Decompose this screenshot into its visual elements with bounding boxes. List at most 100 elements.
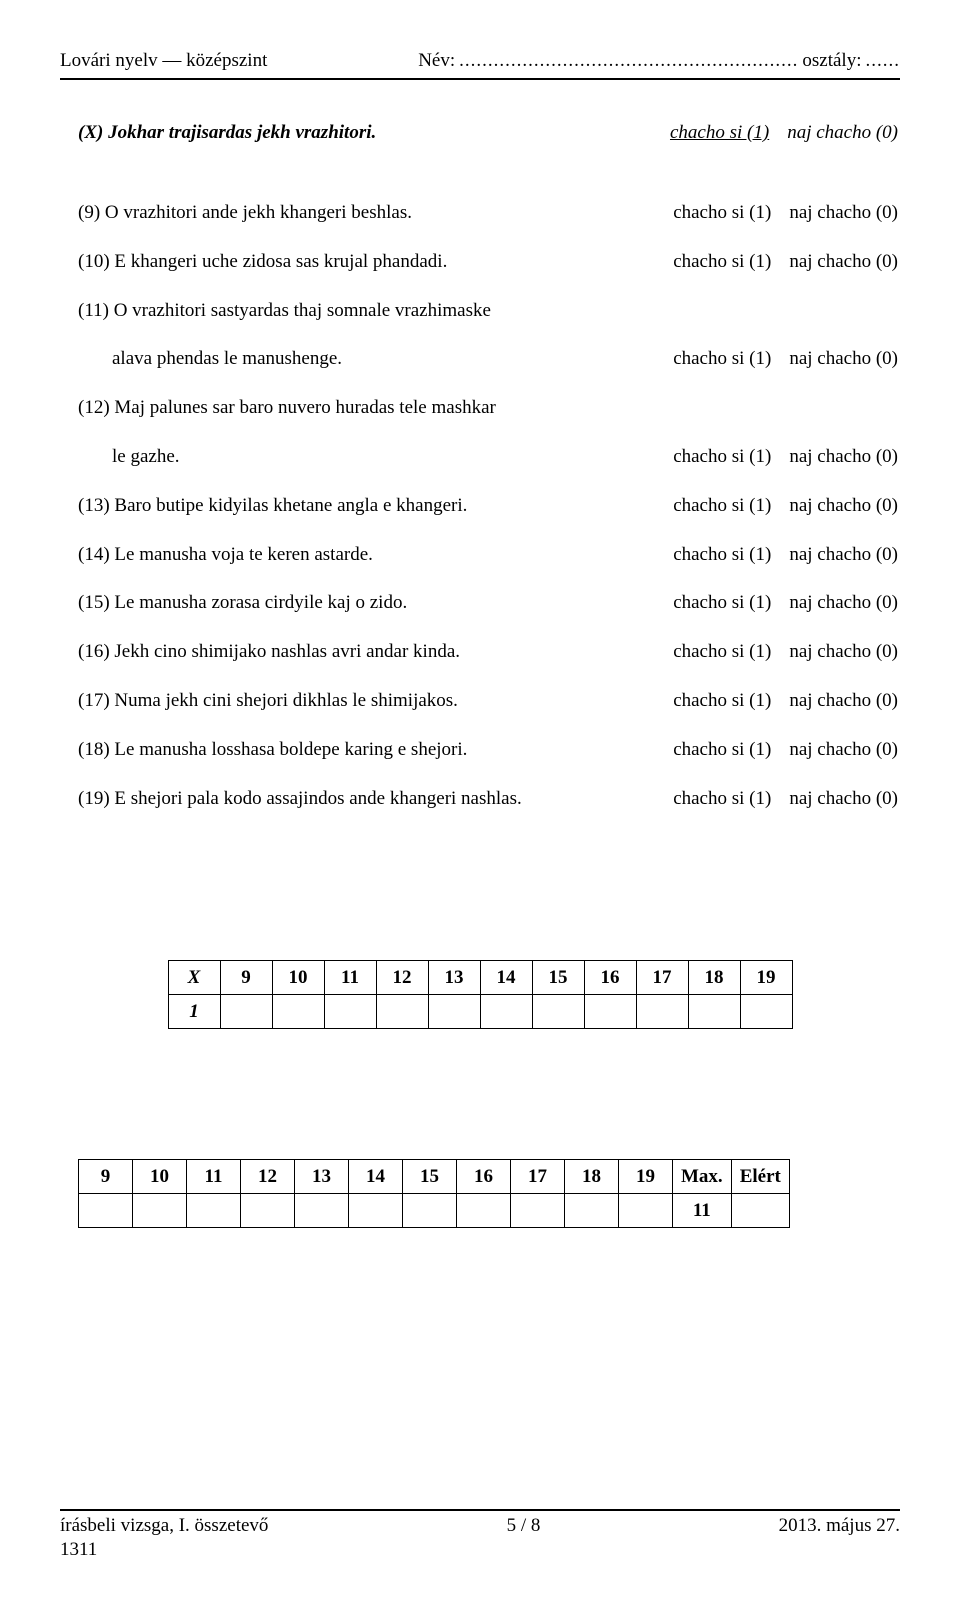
class-label: osztály: [802, 50, 861, 72]
answer-true: chacho si (1) [673, 544, 771, 567]
score-grid-header-cell: 13 [428, 961, 480, 995]
result-grid-value-cell [457, 1194, 511, 1228]
result-grid-value-cell [565, 1194, 619, 1228]
question-statement-cont: alava phendas le manushenge. [78, 348, 342, 371]
answer-true: chacho si (1) [673, 739, 771, 762]
question-row: (18) Le manusha losshasa boldepe karing … [60, 739, 900, 762]
answer-false: naj chacho (0) [789, 544, 898, 567]
score-grid-header-cell: 19 [740, 961, 792, 995]
result-grid-header-cell: 16 [457, 1160, 511, 1194]
score-grid-value-cell: 1 [168, 995, 220, 1029]
answer-true: chacho si (1) [673, 446, 771, 469]
score-grid-value-cell [532, 995, 584, 1029]
score-grid-header-cell: 12 [376, 961, 428, 995]
result-grid-header-cell: 14 [349, 1160, 403, 1194]
result-grid-header-cell: 10 [133, 1160, 187, 1194]
result-grid-header-cell: Elért [731, 1160, 789, 1194]
result-grid-header-row: 910111213141516171819Max.Elért [79, 1160, 790, 1194]
result-grid-header-cell: 17 [511, 1160, 565, 1194]
header-right: Név: ...................................… [418, 50, 900, 72]
question-row: (11) O vrazhitori sastyardas thaj somnal… [60, 300, 900, 323]
question-row: (19) E shejori pala kodo assajindos ande… [60, 788, 900, 811]
answer-false: naj chacho (0) [789, 788, 898, 811]
score-grid-header-cell: 11 [324, 961, 376, 995]
score-grid-header-cell: 10 [272, 961, 324, 995]
result-grid-header-cell: 18 [565, 1160, 619, 1194]
question-statement: (18) Le manusha losshasa boldepe karing … [78, 739, 467, 762]
question-answers: chacho si (1)naj chacho (0) [673, 495, 898, 518]
score-grid-value-row: 1 [168, 995, 792, 1029]
footer-left: írásbeli vizsga, I. összetevő [60, 1515, 268, 1537]
question-row: (14) Le manusha voja te keren astarde. ch… [60, 544, 900, 567]
page-header: Lovári nyelv — középszint Név: .........… [60, 50, 900, 72]
score-grid-value-cell [688, 995, 740, 1029]
score-grid-header-row: X910111213141516171819 [168, 961, 792, 995]
example-false: naj chacho (0) [787, 122, 898, 144]
question-answers: chacho si (1) naj chacho (0) [673, 544, 898, 567]
question-row: (15) Le manusha zorasa cirdyile kaj o zi… [60, 592, 900, 615]
question-statement: (15) Le manusha zorasa cirdyile kaj o zi… [78, 592, 407, 615]
answer-true: chacho si (1) [673, 251, 771, 274]
score-grid-header-cell: 17 [636, 961, 688, 995]
question-answers: chacho si (1)naj chacho (0) [673, 251, 898, 274]
result-grid-value-cell [241, 1194, 295, 1228]
result-grid-value-cell [295, 1194, 349, 1228]
result-grid-value-cell [187, 1194, 241, 1228]
score-grid-value-cell [324, 995, 376, 1029]
question-row-cont: alava phendas le manushenge. chacho si (1… [60, 348, 900, 371]
score-grid-header-cell: 16 [584, 961, 636, 995]
result-grid-value-cell [511, 1194, 565, 1228]
question-statement: (16) Jekh cino shimijako nashlas avri an… [78, 641, 460, 664]
answer-true: chacho si (1) [673, 202, 771, 225]
question-statement: (19) E shejori pala kodo assajindos ande… [78, 788, 522, 811]
result-grid-header-cell: 9 [79, 1160, 133, 1194]
result-grid-header-cell: 12 [241, 1160, 295, 1194]
subject-label: Lovári nyelv — középszint [60, 50, 267, 72]
question-row: (13) Baro butipe kidyilas khetane angla … [60, 495, 900, 518]
answer-false: naj chacho (0) [789, 690, 898, 713]
question-statement: (17) Numa jekh cini shejori dikhlas le s… [78, 690, 458, 713]
question-row: (17) Numa jekh cini shejori dikhlas le s… [60, 690, 900, 713]
question-statement: (10) E khangeri uche zidosa sas krujal p… [78, 251, 447, 274]
footer-right: 2013. május 27. [779, 1515, 900, 1537]
score-grid-value-cell [272, 995, 324, 1029]
result-grid-header-cell: 15 [403, 1160, 457, 1194]
result-grid-header-cell: 11 [187, 1160, 241, 1194]
question-statement: (11) O vrazhitori sastyardas thaj somnal… [78, 300, 491, 323]
result-grid-value-cell: 11 [673, 1194, 732, 1228]
question-row: (16) Jekh cino shimijako nashlas avri an… [60, 641, 900, 664]
answer-true: chacho si (1) [673, 348, 771, 371]
result-grid-header-cell: Max. [673, 1160, 732, 1194]
question-answers: chacho si (1)naj chacho (0) [673, 641, 898, 664]
answer-false: naj chacho (0) [789, 348, 898, 371]
result-grid-value-cell [403, 1194, 457, 1228]
example-answers: chacho si (1) naj chacho (0) [670, 122, 898, 144]
example-statement: (X) Jokhar trajisardas jekh vrazhitori. [78, 122, 376, 144]
question-statement-cont: le gazhe. [78, 446, 180, 469]
result-grid-value-row: 11 [79, 1194, 790, 1228]
score-grid: X910111213141516171819 1 [168, 960, 793, 1029]
example-row: (X) Jokhar trajisardas jekh vrazhitori. … [60, 122, 900, 144]
question-row: (10) E khangeri uche zidosa sas krujal p… [60, 251, 900, 274]
footer-center: 5 / 8 [507, 1515, 541, 1537]
result-grid-value-cell [731, 1194, 789, 1228]
score-grid-header-cell: 15 [532, 961, 584, 995]
result-grid: 910111213141516171819Max.Elért 11 [78, 1159, 790, 1228]
example-true: chacho si (1) [670, 122, 769, 144]
question-answers: chacho si (1)naj chacho (0) [673, 592, 898, 615]
score-grid-header-cell: 14 [480, 961, 532, 995]
question-statement: (13) Baro butipe kidyilas khetane angla … [78, 495, 467, 518]
answer-false: naj chacho (0) [789, 202, 898, 225]
question-statement: (9) O vrazhitori ande jekh khangeri besh… [78, 202, 412, 225]
header-rule [60, 78, 900, 80]
answer-true: chacho si (1) [673, 495, 771, 518]
score-grid-value-cell [428, 995, 480, 1029]
question-answers: chacho si (1)naj chacho (0) [673, 446, 898, 469]
question-answers: chacho si (1)naj chacho (0) [673, 690, 898, 713]
result-grid-value-cell [349, 1194, 403, 1228]
question-answers: chacho si (1)naj chacho (0) [673, 739, 898, 762]
score-grid-value-cell [376, 995, 428, 1029]
question-statement: (14) Le manusha voja te keren astarde. [78, 544, 373, 567]
score-grid-header-cell: 18 [688, 961, 740, 995]
result-grid-header-cell: 19 [619, 1160, 673, 1194]
